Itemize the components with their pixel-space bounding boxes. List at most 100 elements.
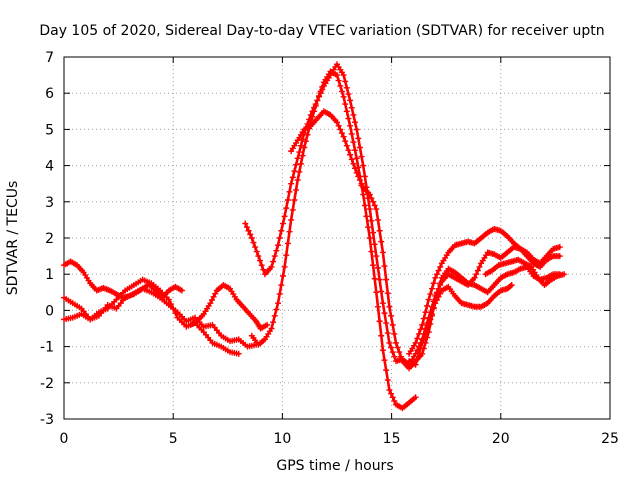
- data-point-marker: [178, 287, 185, 294]
- data-point-marker: [353, 155, 360, 162]
- y-tick-label: 2: [45, 231, 54, 247]
- data-point-marker: [296, 149, 303, 156]
- x-tick-label: 5: [169, 431, 178, 447]
- data-point-marker: [373, 289, 380, 296]
- data-point-marker: [366, 235, 373, 241]
- data-point-marker: [281, 263, 288, 270]
- grid: [64, 57, 610, 419]
- data-point-marker: [291, 196, 298, 203]
- data-point-marker: [278, 227, 285, 234]
- data-point-marker: [293, 161, 300, 168]
- y-axis-label: SDTVAR / TECUs: [5, 181, 21, 296]
- x-tick-label: 20: [492, 431, 510, 447]
- data-point-marker: [345, 115, 352, 122]
- data-point-marker: [374, 303, 381, 310]
- data-point-marker: [243, 224, 250, 231]
- data-point-marker: [381, 310, 388, 317]
- data-point-marker: [370, 229, 377, 236]
- data-point-marker: [433, 296, 440, 303]
- data-point-marker: [386, 339, 393, 346]
- data-point-marker: [374, 216, 381, 223]
- data-point-marker: [340, 133, 347, 140]
- data-point-marker: [507, 282, 514, 289]
- data-point-marker: [556, 244, 563, 251]
- data-point-marker: [435, 267, 442, 274]
- data-point-marker: [383, 276, 390, 283]
- y-tick-label: 1: [45, 267, 54, 283]
- data-point-marker: [370, 198, 377, 205]
- data-point-marker: [435, 285, 442, 292]
- data-point-marker: [414, 356, 421, 363]
- series-3: [61, 285, 260, 350]
- data-point-marker: [368, 217, 375, 224]
- data-point-marker: [394, 344, 401, 351]
- data-point-marker: [376, 227, 383, 234]
- data-point-marker: [283, 252, 290, 259]
- axis-ticks: [63, 56, 611, 420]
- data-point-marker: [378, 332, 385, 339]
- data-point-marker: [381, 357, 388, 364]
- data-point-marker: [371, 275, 378, 282]
- data-point-marker: [297, 160, 304, 167]
- data-point-marker: [309, 113, 316, 120]
- data-point-marker: [396, 349, 403, 356]
- data-point-marker: [311, 108, 318, 115]
- data-point-marker: [383, 367, 390, 374]
- data-point-marker: [389, 349, 396, 356]
- data-point-marker: [473, 271, 480, 278]
- data-point-marker: [276, 235, 283, 241]
- data-point-marker: [368, 195, 375, 202]
- data-point-marker: [422, 309, 429, 316]
- data-point-marker: [315, 93, 322, 100]
- data-point-marker: [432, 300, 439, 307]
- data-point-marker: [268, 325, 275, 332]
- data-point-marker: [437, 280, 444, 287]
- data-point-marker: [343, 108, 350, 115]
- data-point-marker: [284, 240, 291, 247]
- data-point-marker: [207, 300, 214, 307]
- y-tick-label: -2: [40, 376, 54, 392]
- data-point-marker: [379, 249, 386, 256]
- data-point-marker: [255, 253, 262, 260]
- data-point-marker: [384, 377, 391, 384]
- data-point-marker: [264, 321, 271, 328]
- y-tick-label: 0: [45, 303, 54, 319]
- data-point-marker: [384, 290, 391, 297]
- data-point-marker: [340, 93, 347, 100]
- data-point-marker: [430, 305, 437, 312]
- data-point-marker: [275, 300, 282, 307]
- data-point-marker: [348, 156, 355, 163]
- data-point-marker: [360, 162, 367, 169]
- series-8: [406, 225, 563, 357]
- data-point-marker: [353, 169, 360, 176]
- data-point-marker: [252, 244, 259, 251]
- data-point-marker: [347, 151, 354, 158]
- data-point-marker: [476, 263, 483, 270]
- series-5: [242, 68, 419, 412]
- data-point-marker: [286, 228, 293, 235]
- data-point-marker: [342, 138, 349, 145]
- data-point-marker: [379, 347, 386, 354]
- data-point-marker: [348, 130, 355, 137]
- data-point-marker: [350, 139, 357, 146]
- data-point-marker: [430, 280, 437, 287]
- data-point-marker: [397, 353, 404, 360]
- data-point-marker: [419, 321, 426, 328]
- data-point-marker: [301, 144, 308, 151]
- data-point-marker: [508, 282, 515, 289]
- data-point-marker: [293, 187, 300, 194]
- series-6: [248, 61, 563, 368]
- data-point-marker: [347, 122, 354, 129]
- data-point-marker: [412, 361, 419, 368]
- data-point-marker: [429, 285, 436, 292]
- data-point-marker: [417, 345, 424, 352]
- data-point-marker: [297, 142, 304, 149]
- data-point-marker: [366, 206, 373, 213]
- data-point-marker: [335, 122, 342, 129]
- data-point-marker: [356, 177, 363, 184]
- data-point-marker: [415, 330, 422, 337]
- y-tick-label: 5: [45, 122, 54, 138]
- data-point-marker: [355, 173, 362, 180]
- data-point-marker: [368, 248, 375, 255]
- data-point-marker: [427, 291, 434, 298]
